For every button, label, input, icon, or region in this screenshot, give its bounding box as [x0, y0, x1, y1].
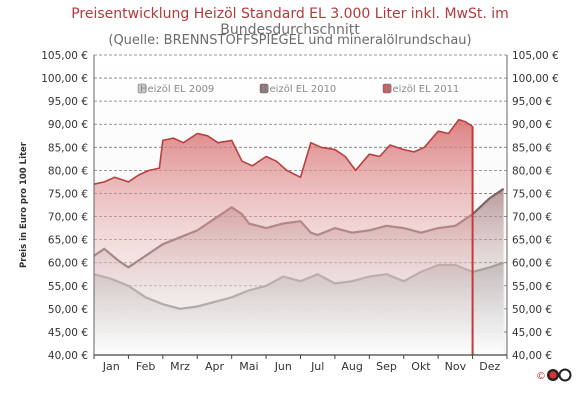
chart-subtitle: (Quelle: BRENNSTOFFSPIEGEL und mineralöl…: [108, 33, 472, 48]
x-tick-label: Sep: [376, 360, 397, 373]
y-tick-label-left: 55,00 €: [48, 281, 88, 293]
y-tick-label-right: 45,00 €: [512, 327, 552, 339]
y-tick-label-right: 60,00 €: [512, 258, 552, 270]
y-tick-label-left: 75,00 €: [48, 188, 88, 200]
series-line: [93, 118, 474, 185]
y-tick-label-right: 85,00 €: [512, 142, 552, 154]
y-tick-label-left: 80,00 €: [48, 165, 88, 177]
x-tick-label: Nov: [445, 360, 467, 373]
y-tick-label-left: 45,00 €: [48, 327, 88, 339]
y-tick-label-right: 95,00 €: [512, 96, 552, 108]
y-tick-label-left: 95,00 €: [48, 96, 88, 108]
x-tick-label: Jul: [310, 360, 324, 373]
legend-label: Heizöl EL 2010: [262, 84, 336, 95]
x-tick-label: Jun: [274, 360, 292, 373]
x-tick-label: Aug: [341, 360, 362, 373]
y-tick-label-left: 65,00 €: [48, 235, 88, 247]
legend: Heizöl EL 2009 Heizöl EL 2010 Heizöl EL 20…: [137, 83, 459, 95]
logo-copyright: ©: [536, 371, 546, 382]
series-area: [94, 119, 473, 355]
y-tick-label-left: 90,00 €: [48, 119, 88, 131]
x-tick-label: Apr: [205, 360, 225, 373]
y-tick-label-left: 40,00 €: [48, 350, 88, 362]
chart-title-main: Preisentwicklung Heizöl Standard EL 3.00…: [71, 6, 509, 22]
y-tick-label-left: 60,00 €: [48, 258, 88, 270]
x-tick-label: Mrz: [170, 360, 190, 373]
x-tick-label: Jan: [102, 360, 120, 373]
legend-label: Heizöl EL 2011: [385, 84, 459, 95]
y-tick-label-right: 80,00 €: [512, 165, 552, 177]
y-tick-label-right: 40,00 €: [512, 350, 552, 362]
x-tick-label: Mai: [239, 360, 258, 373]
y-tick-label-right: 55,00 €: [512, 281, 552, 293]
legend-item: Heizöl EL 2009: [137, 83, 214, 95]
y-tick-label-right: 100,00 €: [512, 73, 559, 85]
x-tick-label: Okt: [411, 360, 431, 373]
legend-item: Heizöl EL 2011: [382, 83, 459, 95]
y-tick-label-left: 100,00 €: [41, 73, 88, 85]
y-tick-label-right: 50,00 €: [512, 304, 552, 316]
legend-swatch: [382, 83, 392, 94]
legend-label: Heizöl EL 2009: [140, 84, 214, 95]
chart-title-tail: Bundesdurchschnitt: [220, 22, 360, 38]
y-tick-label-left: 85,00 €: [48, 142, 88, 154]
y-tick-label-right: 70,00 €: [512, 212, 552, 224]
y-axis-title: Preis in Euro pro 100 Liter: [19, 141, 29, 268]
y-tick-label-right: 65,00 €: [512, 235, 552, 247]
x-tick-label: Dez: [479, 360, 500, 373]
y-tick-label-right: 75,00 €: [512, 188, 552, 200]
axes: 40,00 € 40,00 € 45,00 € 45,00 € 50,00 € 50,00…: [19, 50, 559, 373]
y-tick-label-right: 105,00 €: [512, 50, 559, 62]
y-tick-label-left: 105,00 €: [41, 50, 88, 62]
y-tick-label-left: 70,00 €: [48, 212, 88, 224]
chart-title: Preisentwicklung Heizöl Standard EL 3.00…: [0, 6, 580, 38]
x-tick-label: Feb: [136, 360, 155, 373]
legend-item: Heizöl EL 2010: [259, 83, 336, 95]
brand-logo-icon: ©: [536, 368, 572, 382]
legend-swatch: [137, 83, 147, 94]
y-tick-label-left: 50,00 €: [48, 304, 88, 316]
series-layer: [93, 118, 505, 355]
legend-swatch: [259, 83, 269, 94]
y-tick-label-right: 90,00 €: [512, 119, 552, 131]
